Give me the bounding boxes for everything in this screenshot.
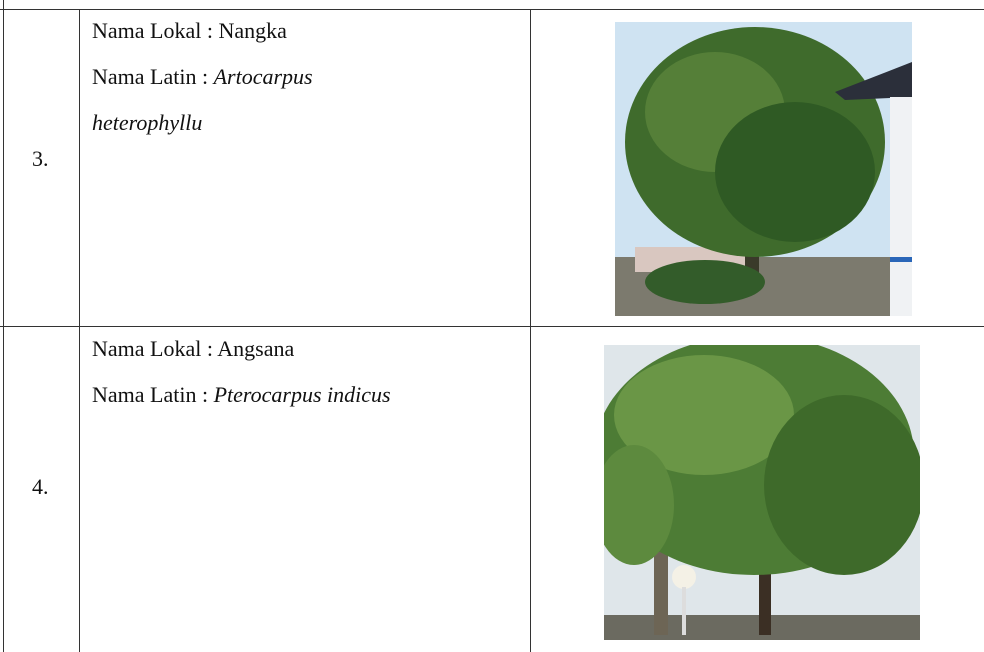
tree-photo [604, 345, 920, 640]
latin-label: Nama Latin : [92, 64, 208, 89]
row-number: 4. [32, 474, 49, 500]
page: 3. Nama Lokal : Nangka Nama Latin : Arto… [0, 0, 984, 652]
local-name: Nama Lokal : Nangka [92, 8, 392, 54]
table-border [3, 0, 4, 652]
latin-line: Nama Latin : Pterocarpus indicus [92, 372, 391, 418]
cell-text: Nama Lokal : Angsana Nama Latin : Pteroc… [92, 326, 391, 418]
latin-line: Nama Latin : Artocarpus heterophyllu [92, 54, 392, 146]
table-border [530, 9, 531, 652]
latin-name: Pterocarpus indicus [214, 382, 391, 407]
cell-text: Nama Lokal : Nangka Nama Latin : Artocar… [92, 8, 392, 146]
tree-photo [615, 22, 912, 316]
row-number: 3. [32, 146, 49, 172]
table-border [79, 9, 80, 652]
latin-label: Nama Latin : [92, 382, 208, 407]
local-name: Nama Lokal : Angsana [92, 326, 391, 372]
